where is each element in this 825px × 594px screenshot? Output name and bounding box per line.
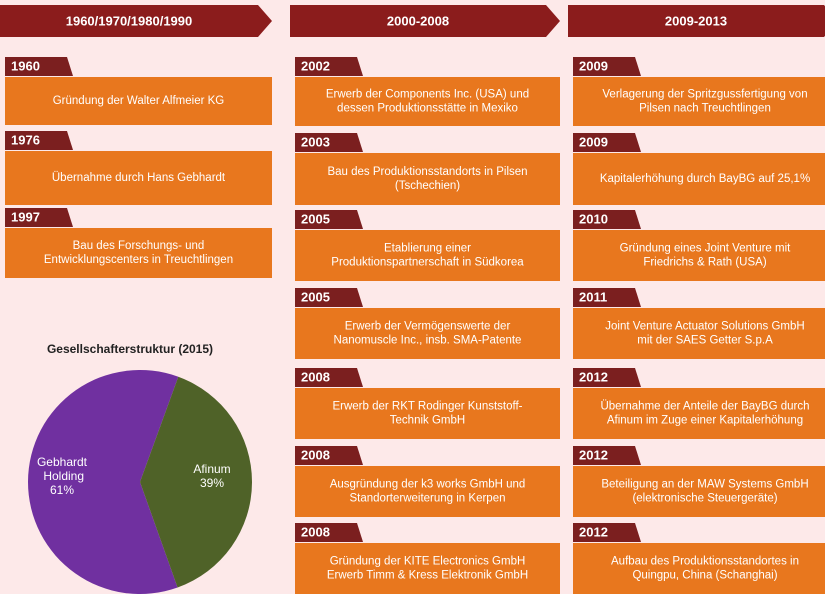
- event-text: Bau des Forschungs- und: [73, 240, 205, 252]
- event-box: [573, 543, 825, 594]
- year-tab: [573, 446, 641, 465]
- year-tab: [573, 210, 641, 229]
- year-label: 2002: [301, 58, 330, 73]
- pie-slice: [140, 376, 253, 588]
- year-label: 1976: [11, 132, 40, 147]
- event-text: Entwicklungscenters in Treuchtlingen: [44, 254, 233, 266]
- event-text: Bau des Produktionsstandorts in Pilsen: [327, 166, 527, 178]
- event-box: [295, 153, 560, 205]
- event-text: Erwerb der Components Inc. (USA) und: [326, 89, 529, 101]
- event-box: [295, 308, 560, 359]
- event-text: dessen Produktionsstätte in Mexiko: [337, 103, 518, 115]
- event-text: Übernahme der Anteile der BayBG durch: [600, 401, 809, 413]
- event-text: Erwerb der Vermögenswerte der: [345, 321, 511, 333]
- year-label: 2008: [301, 369, 330, 384]
- column-header-arrow: [290, 5, 560, 37]
- event-box: [573, 77, 825, 126]
- pie-slice: [28, 370, 179, 594]
- year-tab: [295, 368, 363, 387]
- event-box: [573, 230, 825, 281]
- event-text: Etablierung einer: [384, 243, 471, 255]
- year-label: 2009: [579, 58, 608, 73]
- event-text: (elektronische Steuergeräte): [632, 493, 777, 505]
- event-text: Übernahme durch Hans Gebhardt: [52, 172, 226, 184]
- year-tab: [5, 131, 73, 150]
- event-box: [295, 77, 560, 126]
- year-label: 2011: [579, 289, 607, 304]
- event-text: Erwerb der RKT Rodinger Kunststoff-: [332, 401, 522, 413]
- year-label: 2010: [579, 211, 608, 226]
- event-text: Joint Venture Actuator Solutions GmbH: [605, 321, 804, 333]
- event-text: Technik GmbH: [390, 415, 465, 427]
- year-tab: [573, 288, 641, 307]
- slice-value: 61%: [50, 483, 74, 497]
- year-label: 1997: [11, 209, 40, 224]
- event-text: Gründung der Walter Alfmeier KG: [53, 95, 225, 107]
- column-header: 2009-2013: [665, 13, 727, 28]
- year-label: 2009: [579, 134, 608, 149]
- event-box: [5, 151, 272, 205]
- event-text: Gründung eines Joint Venture mit: [620, 243, 791, 255]
- year-tab: [295, 523, 363, 542]
- event-box: [295, 388, 560, 439]
- year-tab: [295, 133, 363, 152]
- year-tab: [573, 133, 641, 152]
- column-header-arrow: [0, 5, 272, 37]
- column-header: 2000-2008: [387, 13, 449, 28]
- event-text: Erwerb Timm & Kress Elektronik GmbH: [327, 570, 528, 582]
- column-header-arrow: [568, 5, 825, 37]
- year-tab: [5, 208, 73, 227]
- event-text: Gründung der KITE Electronics GmbH: [330, 556, 526, 568]
- year-tab: [295, 57, 363, 76]
- event-text: Verlagerung der Spritzgussfertigung von: [602, 89, 807, 101]
- event-text: (Tschechien): [395, 180, 460, 192]
- year-tab: [295, 210, 363, 229]
- event-text: Aufbau des Produktionsstandortes in: [611, 556, 799, 568]
- year-tab: [5, 57, 73, 76]
- year-label: 2005: [301, 289, 330, 304]
- year-label: 2012: [579, 447, 608, 462]
- event-text: Ausgründung der k3 works GmbH und: [330, 479, 526, 491]
- event-text: Quingpu, China (Schanghai): [632, 570, 777, 582]
- event-text: Afinum im Zuge einer Kapitalerhöhung: [607, 415, 803, 427]
- year-tab: [573, 368, 641, 387]
- event-text: Pilsen nach Treuchtlingen: [639, 103, 771, 115]
- event-box: [295, 466, 560, 517]
- event-text: Friedrichs & Rath (USA): [643, 257, 767, 269]
- event-box: [5, 228, 272, 278]
- year-label: 1960: [11, 58, 40, 73]
- year-label: 2008: [301, 524, 330, 539]
- event-box: [295, 543, 560, 594]
- event-text: mit der SAES Getter S.p.A: [637, 335, 773, 347]
- year-label: 2012: [579, 369, 608, 384]
- slice-label: Gebhardt Holding: [37, 455, 88, 483]
- column-header: 1960/1970/1980/1990: [66, 13, 193, 28]
- year-tab: [573, 57, 641, 76]
- event-text: Standorterweiterung in Kerpen: [350, 493, 506, 505]
- event-box: [573, 388, 825, 439]
- event-text: Nanomuscle Inc., insb. SMA-Patente: [334, 335, 522, 347]
- event-text: Beteiligung an der MAW Systems GmbH: [601, 479, 808, 491]
- event-box: [295, 230, 560, 281]
- event-box: [573, 466, 825, 517]
- event-text: Kapitalerhöhung durch BayBG auf 25,1%: [600, 173, 810, 185]
- year-tab: [573, 523, 641, 542]
- pie-title: Gesellschafterstruktur (2015): [47, 342, 213, 356]
- year-label: 2008: [301, 447, 330, 462]
- event-box: [573, 153, 825, 205]
- year-label: 2005: [301, 211, 330, 226]
- event-text: Produktionspartnerschaft in Südkorea: [331, 257, 524, 269]
- year-label: 2003: [301, 134, 330, 149]
- year-tab: [295, 288, 363, 307]
- slice-label: Afinum: [193, 462, 230, 476]
- slice-value: 39%: [200, 476, 224, 490]
- year-label: 2012: [579, 524, 608, 539]
- event-box: [5, 77, 272, 125]
- event-box: [573, 308, 825, 359]
- year-tab: [295, 446, 363, 465]
